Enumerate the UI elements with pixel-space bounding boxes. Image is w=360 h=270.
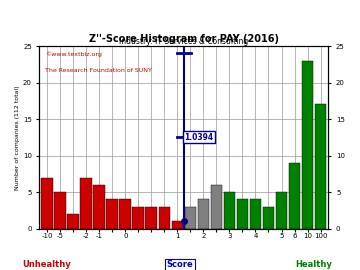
Bar: [185, 207, 196, 229]
Text: Unhealthy: Unhealthy: [22, 260, 71, 269]
Bar: [158, 207, 170, 229]
Bar: [132, 207, 144, 229]
Text: Healthy: Healthy: [295, 260, 332, 269]
Text: Industry: IT Services & Consulting: Industry: IT Services & Consulting: [119, 37, 248, 46]
Y-axis label: Number of companies (112 total): Number of companies (112 total): [15, 85, 20, 190]
Bar: [289, 163, 300, 229]
Bar: [302, 61, 314, 229]
Bar: [94, 185, 105, 229]
Bar: [276, 192, 287, 229]
Text: ©www.textbiz.org: ©www.textbiz.org: [45, 52, 102, 57]
Text: The Research Foundation of SUNY: The Research Foundation of SUNY: [45, 68, 152, 73]
Title: Z''-Score Histogram for PAY (2016): Z''-Score Histogram for PAY (2016): [89, 34, 279, 44]
Bar: [171, 221, 183, 229]
Bar: [80, 177, 92, 229]
Text: 1.0394: 1.0394: [185, 133, 214, 142]
Bar: [120, 200, 131, 229]
Bar: [263, 207, 274, 229]
Bar: [224, 192, 235, 229]
Bar: [198, 200, 209, 229]
Bar: [211, 185, 222, 229]
Bar: [107, 200, 118, 229]
Bar: [249, 200, 261, 229]
Bar: [67, 214, 79, 229]
Bar: [41, 177, 53, 229]
Bar: [145, 207, 157, 229]
Bar: [237, 200, 248, 229]
Bar: [54, 192, 66, 229]
Text: Score: Score: [167, 260, 193, 269]
Bar: [315, 104, 327, 229]
